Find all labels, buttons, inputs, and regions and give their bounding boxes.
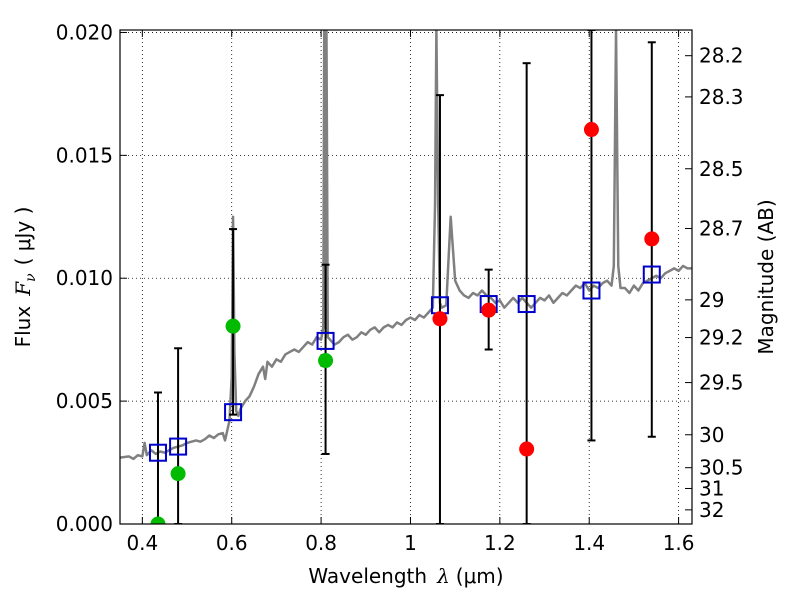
- model-point-square: [224, 403, 243, 422]
- y-tick-label: 0.015: [56, 143, 113, 167]
- plot-area: [120, 30, 692, 524]
- x-tick-label: 1.4: [573, 531, 605, 555]
- x-tick-label: 1.6: [663, 531, 695, 555]
- data-point-circle: [583, 122, 599, 138]
- x-tick-label: 0.4: [126, 531, 158, 555]
- plot-frame: [119, 29, 693, 525]
- model-point-square: [517, 295, 536, 314]
- x-tick-label: 1.2: [484, 531, 516, 555]
- y-tick-label: 0.010: [56, 266, 113, 290]
- right-axis-title: Magnitude (AB): [754, 199, 778, 354]
- model-point-square: [582, 281, 601, 300]
- mag-tick-label: 32: [699, 498, 724, 522]
- mag-tick-label: 29.5: [699, 371, 744, 395]
- data-point-circle: [519, 441, 535, 457]
- mag-tick-label: 29: [699, 288, 724, 312]
- data-point-circle: [225, 318, 241, 334]
- mag-tick-label: 28.5: [699, 157, 744, 181]
- data-point-circle: [644, 231, 660, 247]
- model-point-square: [316, 331, 335, 350]
- x-tick-label: 0.8: [305, 531, 337, 555]
- y-tick-label: 0.020: [56, 20, 113, 44]
- data-point-circle: [432, 311, 448, 327]
- mag-tick-label: 29.2: [699, 326, 744, 350]
- model-point-square: [169, 437, 188, 456]
- model-point-square: [642, 265, 661, 284]
- x-tick-label: 1: [404, 531, 417, 555]
- mag-tick-label: 31: [699, 476, 724, 500]
- data-point-circle: [481, 302, 497, 318]
- y-tick-label: 0.000: [56, 512, 113, 536]
- model-point-square: [148, 443, 167, 462]
- spectrum-line: [120, 30, 692, 461]
- x-tick-label: 0.6: [216, 531, 248, 555]
- mag-tick-label: 28.2: [699, 44, 744, 68]
- y-axis-title: FluxFν( μJy ): [11, 207, 39, 348]
- data-point-circle: [170, 466, 186, 482]
- x-axis-title: Wavelength λ (μm): [308, 564, 503, 588]
- mag-tick-label: 28.3: [699, 85, 744, 109]
- axis-ticks: 0.4 0.6 0.8 1 1.2 1.4 1.6 0.000 0.005 0.010 0.015 0…: [56, 20, 744, 555]
- mag-tick-label: 30.5: [699, 456, 744, 480]
- mag-tick-label: 30: [699, 423, 724, 447]
- mag-tick-label: 28.7: [699, 217, 744, 241]
- data-point-circle: [318, 353, 334, 369]
- data-point-circle: [150, 516, 166, 524]
- y-tick-label: 0.005: [56, 389, 113, 413]
